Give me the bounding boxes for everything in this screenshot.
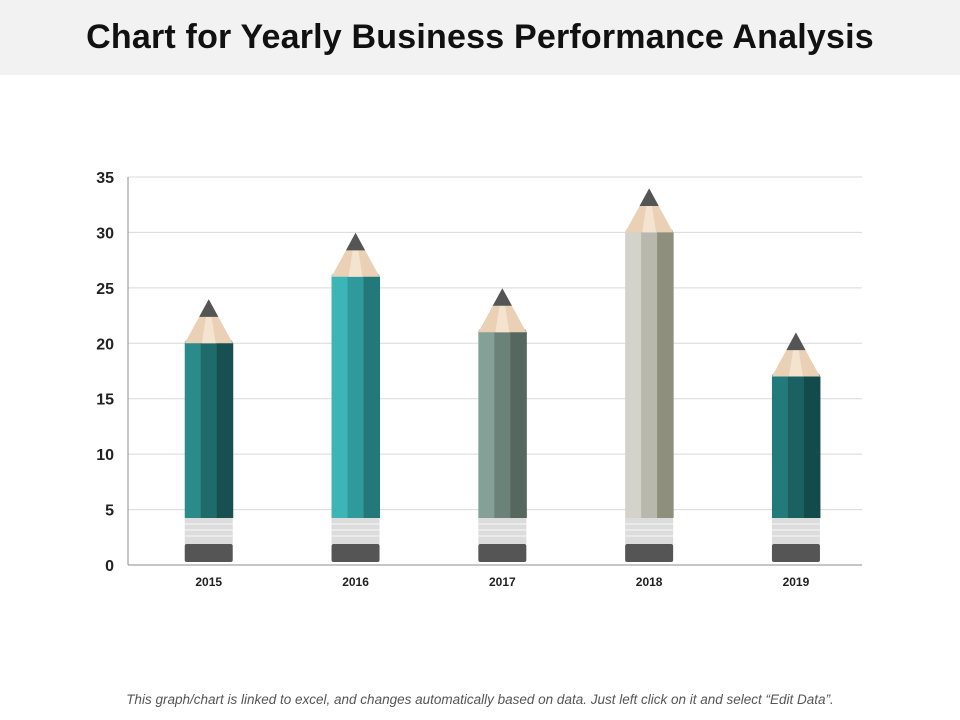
pencil-ferrule: [625, 518, 674, 544]
labels-layer: 0 5 10 15 20 25 30 35 2015 2016 2017 2018 2019: [96, 170, 809, 589]
chart-title: Chart for Yearly Business Performance An…: [86, 18, 874, 56]
pencil-ferrule: [771, 518, 820, 544]
pencil-barrel-stripe: [657, 232, 674, 518]
pencil-lead-tip: [345, 232, 366, 251]
x-tick-label-2015: 2015: [195, 575, 222, 589]
pencil-barrel-stripe: [216, 343, 234, 518]
pencil-bar-2015: [184, 299, 234, 562]
y-tick-label: 25: [96, 281, 114, 298]
pencil-bar-2019: [771, 332, 821, 562]
pencil-barrel-stripe: [363, 276, 381, 518]
pencil-barrel-stripe: [494, 332, 511, 518]
footnote: This graph/chart is linked to excel, and…: [126, 692, 834, 707]
x-tick-label-2016: 2016: [342, 575, 369, 589]
pencil-barrel-stripe: [184, 343, 202, 518]
pencil-wood-highlight: [642, 188, 657, 233]
pencil-wood-highlight: [201, 299, 216, 344]
pencil-ferrule: [331, 518, 380, 544]
pencil-ferrule: [184, 518, 233, 544]
pencil-wood-highlight: [788, 332, 803, 377]
pencil-bar-2017: [478, 288, 527, 562]
pencil-barrel-stripe: [625, 232, 642, 518]
pencil-bar-2016: [331, 232, 381, 562]
pencil-barrel-stripe: [803, 376, 821, 518]
y-tick-label: 15: [96, 392, 114, 409]
pencil-eraser: [478, 544, 527, 562]
pencil-barrel-stripe: [331, 276, 349, 518]
pencil-barrel-stripe: [771, 376, 789, 518]
y-tick-label: 30: [96, 225, 114, 242]
y-tick-label: 5: [105, 503, 114, 520]
pencil-lead-tip: [492, 288, 512, 306]
pencil-barrel-stripe: [787, 376, 805, 518]
pencil-ferrule: [478, 518, 527, 544]
bars-layer: [184, 188, 821, 562]
y-tick-label: 0: [105, 558, 114, 575]
y-tick-label: 10: [96, 447, 114, 464]
axis-layer: [127, 177, 862, 566]
pencil-barrel-stripe: [200, 343, 218, 518]
x-tick-label-2018: 2018: [636, 575, 663, 589]
pencil-eraser: [771, 544, 820, 562]
y-tick-label: 35: [96, 170, 114, 187]
pencil-eraser: [184, 544, 233, 562]
title-bar: Chart for Yearly Business Performance An…: [0, 0, 960, 75]
pencil-eraser: [331, 544, 380, 562]
pencil-lead-tip: [786, 332, 806, 351]
pencil-barrel-stripe: [478, 332, 495, 518]
pencil-eraser: [625, 544, 674, 562]
pencil-barrel-stripe: [510, 332, 527, 518]
x-tick-label-2017: 2017: [489, 575, 516, 589]
pencil-barrel-stripe: [347, 276, 365, 518]
pencil-bar-2018: [625, 188, 674, 562]
pencil-wood-highlight: [495, 288, 510, 333]
pencil-bar-chart[interactable]: 0 5 10 15 20 25 30 35 2015 2016 2017 2018 2019: [0, 0, 960, 690]
pencil-barrel-stripe: [641, 232, 658, 518]
y-tick-label: 20: [96, 336, 114, 353]
x-tick-label-2019: 2019: [783, 575, 810, 589]
pencil-lead-tip: [639, 188, 659, 207]
pencil-wood-highlight: [348, 232, 363, 277]
pencil-lead-tip: [199, 299, 219, 317]
